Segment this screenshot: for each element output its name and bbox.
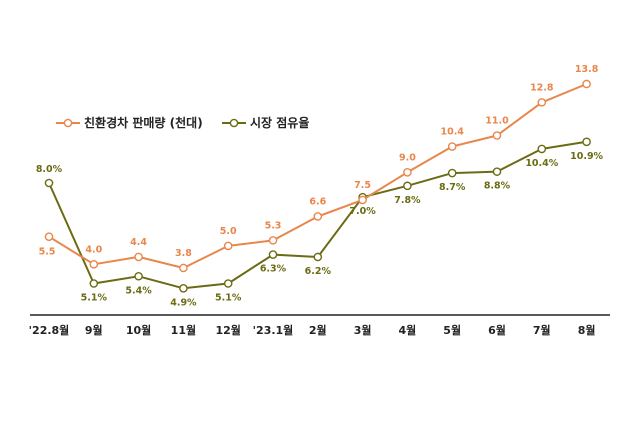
legend-marker-share [229,118,239,128]
data-point-share [223,279,233,288]
x-tick-label: 8월 [578,323,596,337]
data-label-sales: 5.5 [39,247,56,258]
data-label-sales: 6.6 [309,196,326,207]
data-label-share: 8.7% [439,182,466,193]
data-point-share [89,279,99,288]
x-tick-label: 7월 [533,323,551,337]
x-tick-label: '22.8월 [29,323,70,337]
data-label-share: 5.4% [125,285,152,296]
data-point-share [582,137,591,147]
data-label-sales: 10.4 [440,127,464,138]
data-label-sales: 5.3 [265,220,282,231]
data-label-sales: 3.8 [175,248,192,259]
data-label-share: 7.0% [349,206,376,217]
x-tick-label: 11월 [171,323,196,337]
x-tick-label: 2월 [309,323,327,337]
data-label-share: 10.9% [570,151,603,162]
plot-area: '22.8월 9월 10월 11월 12월 '23.1월 2월 3월 4월 5월 6월 7월 8월 8.0… [29,64,604,337]
data-point-sales [582,79,591,89]
data-label-share: 6.2% [305,266,332,277]
data-point-share [179,284,188,293]
data-label-sales: 13.8 [575,64,599,75]
data-label-share: 8.8% [484,181,511,192]
data-point-share [492,167,502,176]
data-point-share [268,250,278,259]
data-point-sales [447,142,457,151]
legend-item-share: 시장 점유율 [222,115,309,130]
data-point-sales [492,131,502,140]
x-tick-label: 6월 [488,323,506,337]
legend-item-sales: 친환경차 판매량 (천대) [56,115,203,130]
data-point-share [537,144,547,154]
data-label-sales: 11.0 [485,116,509,127]
data-point-sales [44,232,54,241]
x-tick-label: 9월 [85,323,103,337]
data-point-sales [268,236,278,245]
data-point-sales [89,259,99,269]
data-point-sales [537,98,547,107]
data-label-share: 5.1% [215,292,242,303]
data-point-share [44,178,54,188]
data-point-sales [358,195,367,205]
data-point-share [447,168,457,178]
data-label-share: 4.9% [170,297,197,308]
legend-label-share: 시장 점유율 [250,115,309,130]
data-point-share [403,181,412,191]
data-label-sales: 9.0 [399,152,416,163]
x-tick-label: 3월 [354,323,372,337]
data-label-sales: 4.4 [130,237,147,248]
data-label-share: 8.0% [36,164,63,175]
data-point-sales [179,263,188,273]
data-point-sales [134,252,143,262]
data-point-sales [223,241,233,251]
data-label-share: 7.8% [394,195,421,206]
data-point-share [134,271,143,281]
data-label-sales: 12.8 [530,82,554,93]
x-tick-label: 10월 [126,323,151,337]
legend-marker-sales [63,118,73,128]
x-tick-label: 4월 [399,323,417,337]
legend: 친환경차 판매량 (천대) 시장 점유율 [56,115,309,130]
data-point-sales [403,167,412,177]
data-point-share [313,252,323,262]
data-label-share: 10.4% [525,158,558,169]
data-label-sales: 5.0 [220,226,237,237]
x-tick-label: 5월 [443,323,461,337]
data-label-sales: 7.5 [354,180,371,191]
x-tick-label: 12월 [215,323,240,337]
legend-label-sales: 친환경차 판매량 (천대) [84,115,203,130]
x-tick-label: '23.1월 [253,323,294,337]
data-label-sales: 4.0 [85,244,102,255]
data-point-sales [313,212,323,221]
data-label-share: 5.1% [81,292,108,303]
data-label-share: 6.3% [260,264,287,275]
